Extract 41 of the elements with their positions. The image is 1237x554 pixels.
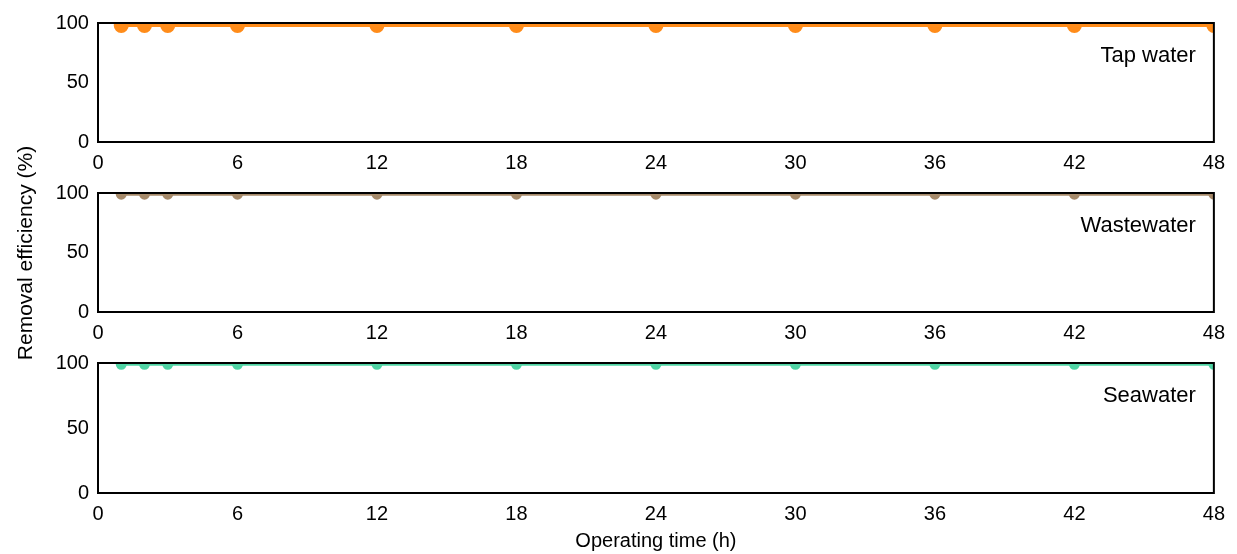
- x-tick-label: 36: [923, 320, 947, 343]
- series-label: Seawater: [1102, 382, 1196, 408]
- y-tick-label: 0: [77, 129, 89, 152]
- x-tick-label: 12: [365, 501, 389, 524]
- y-tick-label: 50: [66, 240, 89, 263]
- x-tick-label: 0: [92, 150, 104, 173]
- y-tick-label: 100: [55, 180, 89, 203]
- y-tick-label: 0: [77, 299, 89, 322]
- x-tick-label: 48: [1202, 150, 1225, 173]
- x-tick-label: 30: [784, 150, 807, 173]
- y-tick-label: 50: [66, 70, 89, 93]
- x-tick-label: 24: [644, 501, 668, 524]
- x-tick-label: 6: [231, 501, 244, 524]
- y-tick-label: 0: [77, 480, 89, 503]
- x-tick-label: 30: [784, 320, 807, 343]
- x-tick-label: 12: [365, 320, 389, 343]
- series-label: Tap water: [1100, 42, 1196, 68]
- x-tick-label: 18: [505, 320, 528, 343]
- y-tick-label: 100: [55, 350, 89, 373]
- x-tick-label: 18: [505, 501, 528, 524]
- x-tick-label: 6: [231, 320, 244, 343]
- x-tick-label: 0: [92, 501, 104, 524]
- x-tick-label: 42: [1063, 320, 1086, 343]
- y-axis-title: Removal efficiency (%): [13, 145, 37, 361]
- x-tick-label: 36: [923, 150, 947, 173]
- y-tick-label: 100: [55, 10, 89, 33]
- y-tick-label: 50: [66, 415, 89, 438]
- x-tick-label: 6: [231, 150, 244, 173]
- x-tick-label: 18: [505, 150, 528, 173]
- x-tick-label: 0: [92, 320, 104, 343]
- x-tick-label: 24: [644, 320, 668, 343]
- x-tick-label: 48: [1202, 320, 1225, 343]
- series-label: Wastewater: [1080, 212, 1196, 238]
- x-tick-label: 12: [365, 150, 389, 173]
- x-tick-label: 42: [1063, 501, 1086, 524]
- x-tick-label: 24: [644, 150, 668, 173]
- x-tick-label: 36: [923, 501, 947, 524]
- x-tick-label: 30: [784, 501, 807, 524]
- x-axis-title: Operating time (h): [575, 528, 737, 551]
- x-tick-label: 48: [1202, 501, 1225, 524]
- x-tick-label: 42: [1063, 150, 1086, 173]
